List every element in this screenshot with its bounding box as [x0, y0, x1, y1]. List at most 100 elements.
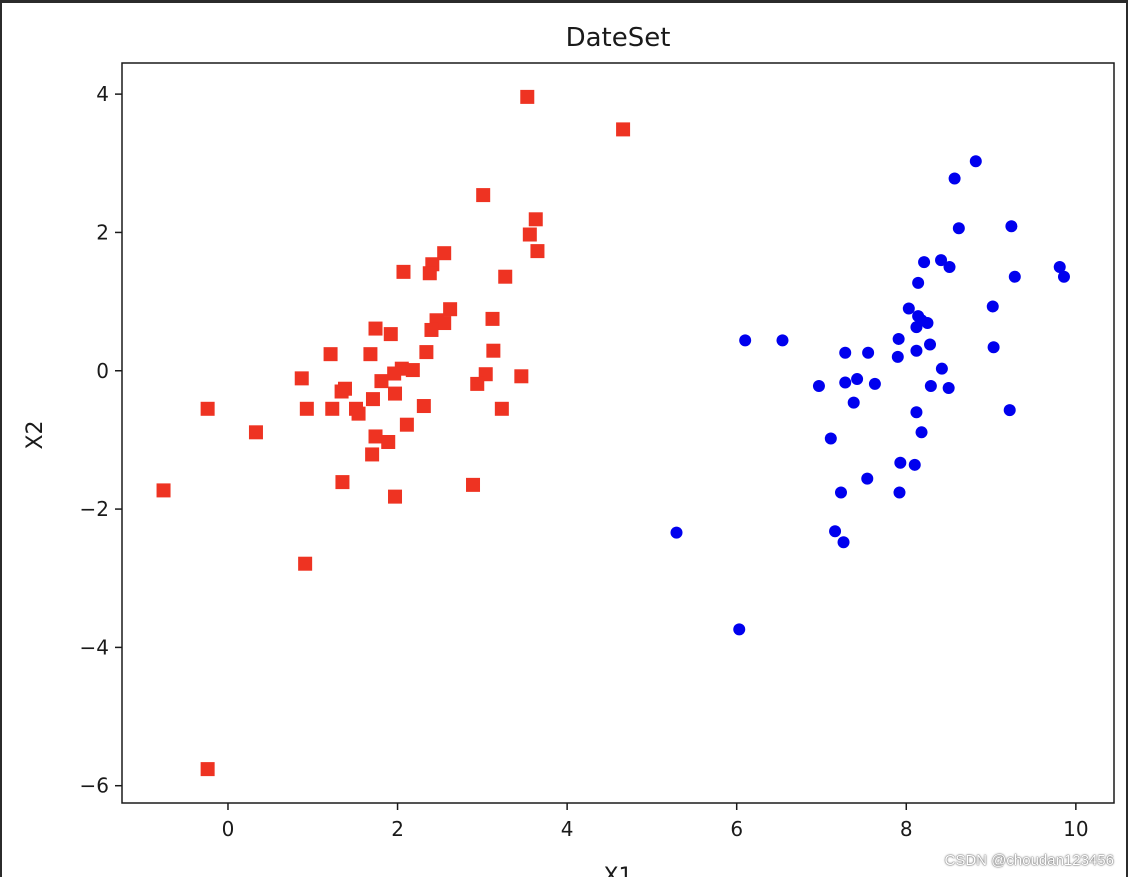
square-point: [374, 374, 389, 389]
square-point: [365, 447, 380, 462]
circle-point: [861, 472, 874, 485]
square-point: [470, 376, 485, 391]
circle-point: [776, 334, 789, 347]
square-point: [416, 399, 431, 414]
x-tick-label: 10: [1063, 817, 1088, 841]
circle-point: [1057, 270, 1070, 283]
y-tick-label: 0: [96, 359, 109, 383]
circle-point: [834, 486, 847, 499]
square-point: [522, 227, 537, 242]
circle-point: [1053, 261, 1066, 274]
circle-point: [824, 432, 837, 445]
square-point: [388, 489, 403, 504]
square-point: [399, 417, 414, 432]
square-point: [368, 321, 383, 336]
square-point: [616, 122, 631, 137]
square-point: [520, 89, 535, 104]
circle-point: [812, 379, 825, 392]
square-point: [156, 483, 171, 498]
square-point: [335, 475, 350, 490]
window-top-border: [0, 0, 1128, 3]
square-point: [383, 327, 398, 342]
square-point: [494, 401, 509, 416]
circle-point: [910, 321, 923, 334]
circle-point: [839, 346, 852, 359]
circle-point: [739, 334, 752, 347]
circle-point: [935, 254, 948, 267]
square-point: [530, 244, 545, 259]
square-point: [200, 762, 215, 777]
square-point: [298, 556, 313, 571]
circle-point: [908, 458, 921, 471]
square-point: [443, 302, 458, 317]
square-point: [437, 246, 452, 261]
square-point: [486, 343, 501, 358]
x-tick-label: 4: [561, 817, 574, 841]
circle-point: [924, 338, 937, 351]
square-point: [368, 429, 383, 444]
window-left-border: [0, 0, 2, 877]
circle-point: [924, 379, 937, 392]
square-point: [387, 366, 402, 381]
square-point: [485, 311, 500, 326]
square-point: [365, 392, 380, 407]
plot-area: [121, 62, 1115, 804]
circle-point: [1008, 270, 1021, 283]
circle-point: [862, 346, 875, 359]
x-tick-label: 0: [222, 817, 235, 841]
circle-point: [670, 526, 683, 539]
circle-point: [987, 341, 1000, 354]
circle-point: [986, 300, 999, 313]
circle-point: [948, 172, 961, 185]
square-point: [248, 425, 263, 440]
square-point: [466, 477, 481, 492]
circle-point: [918, 256, 931, 269]
circle-point: [839, 376, 852, 389]
circle-point: [921, 317, 934, 330]
y-tick-label: −4: [80, 635, 109, 659]
x-axis-label: X1: [603, 864, 632, 877]
circle-point: [868, 377, 881, 390]
square-point: [528, 212, 543, 227]
circle-point: [969, 155, 982, 168]
x-axis-ticks: 0 2 4 6 8 10: [222, 803, 1089, 841]
square-point: [405, 363, 420, 378]
circle-point: [851, 373, 864, 386]
square-point: [419, 345, 434, 360]
square-point: [388, 386, 403, 401]
circle-point: [912, 276, 925, 289]
square-point: [381, 434, 396, 449]
y-tick-label: 2: [96, 220, 109, 244]
square-point: [514, 369, 529, 384]
square-point: [294, 371, 309, 386]
watermark: CSDN @choudan123456: [944, 852, 1114, 869]
square-point: [396, 264, 411, 279]
x-tick-label: 8: [900, 817, 913, 841]
y-tick-label: 4: [96, 82, 109, 106]
circle-point: [892, 332, 905, 345]
x-tick-label: 6: [730, 817, 743, 841]
circle-point: [943, 261, 956, 274]
circle-point: [910, 406, 923, 419]
window-right-border: [1126, 0, 1128, 877]
square-point: [299, 401, 314, 416]
square-point: [351, 406, 366, 421]
circle-point: [829, 525, 842, 538]
y-tick-label: −6: [80, 774, 109, 798]
circle-point: [837, 536, 850, 549]
square-point: [323, 347, 338, 362]
y-tick-label: −2: [80, 497, 109, 521]
square-point: [363, 347, 378, 362]
circle-point: [910, 344, 923, 357]
y-axis-ticks: −6 −4 −2 0 2 4: [80, 82, 122, 798]
circle-point: [952, 222, 965, 235]
circle-point: [847, 396, 860, 409]
x-tick-label: 2: [391, 817, 404, 841]
circle-point: [942, 382, 955, 395]
circle-point: [893, 486, 906, 499]
circle-point: [902, 302, 915, 315]
circle-point: [733, 623, 746, 636]
square-point: [334, 384, 349, 399]
square-point: [200, 401, 215, 416]
